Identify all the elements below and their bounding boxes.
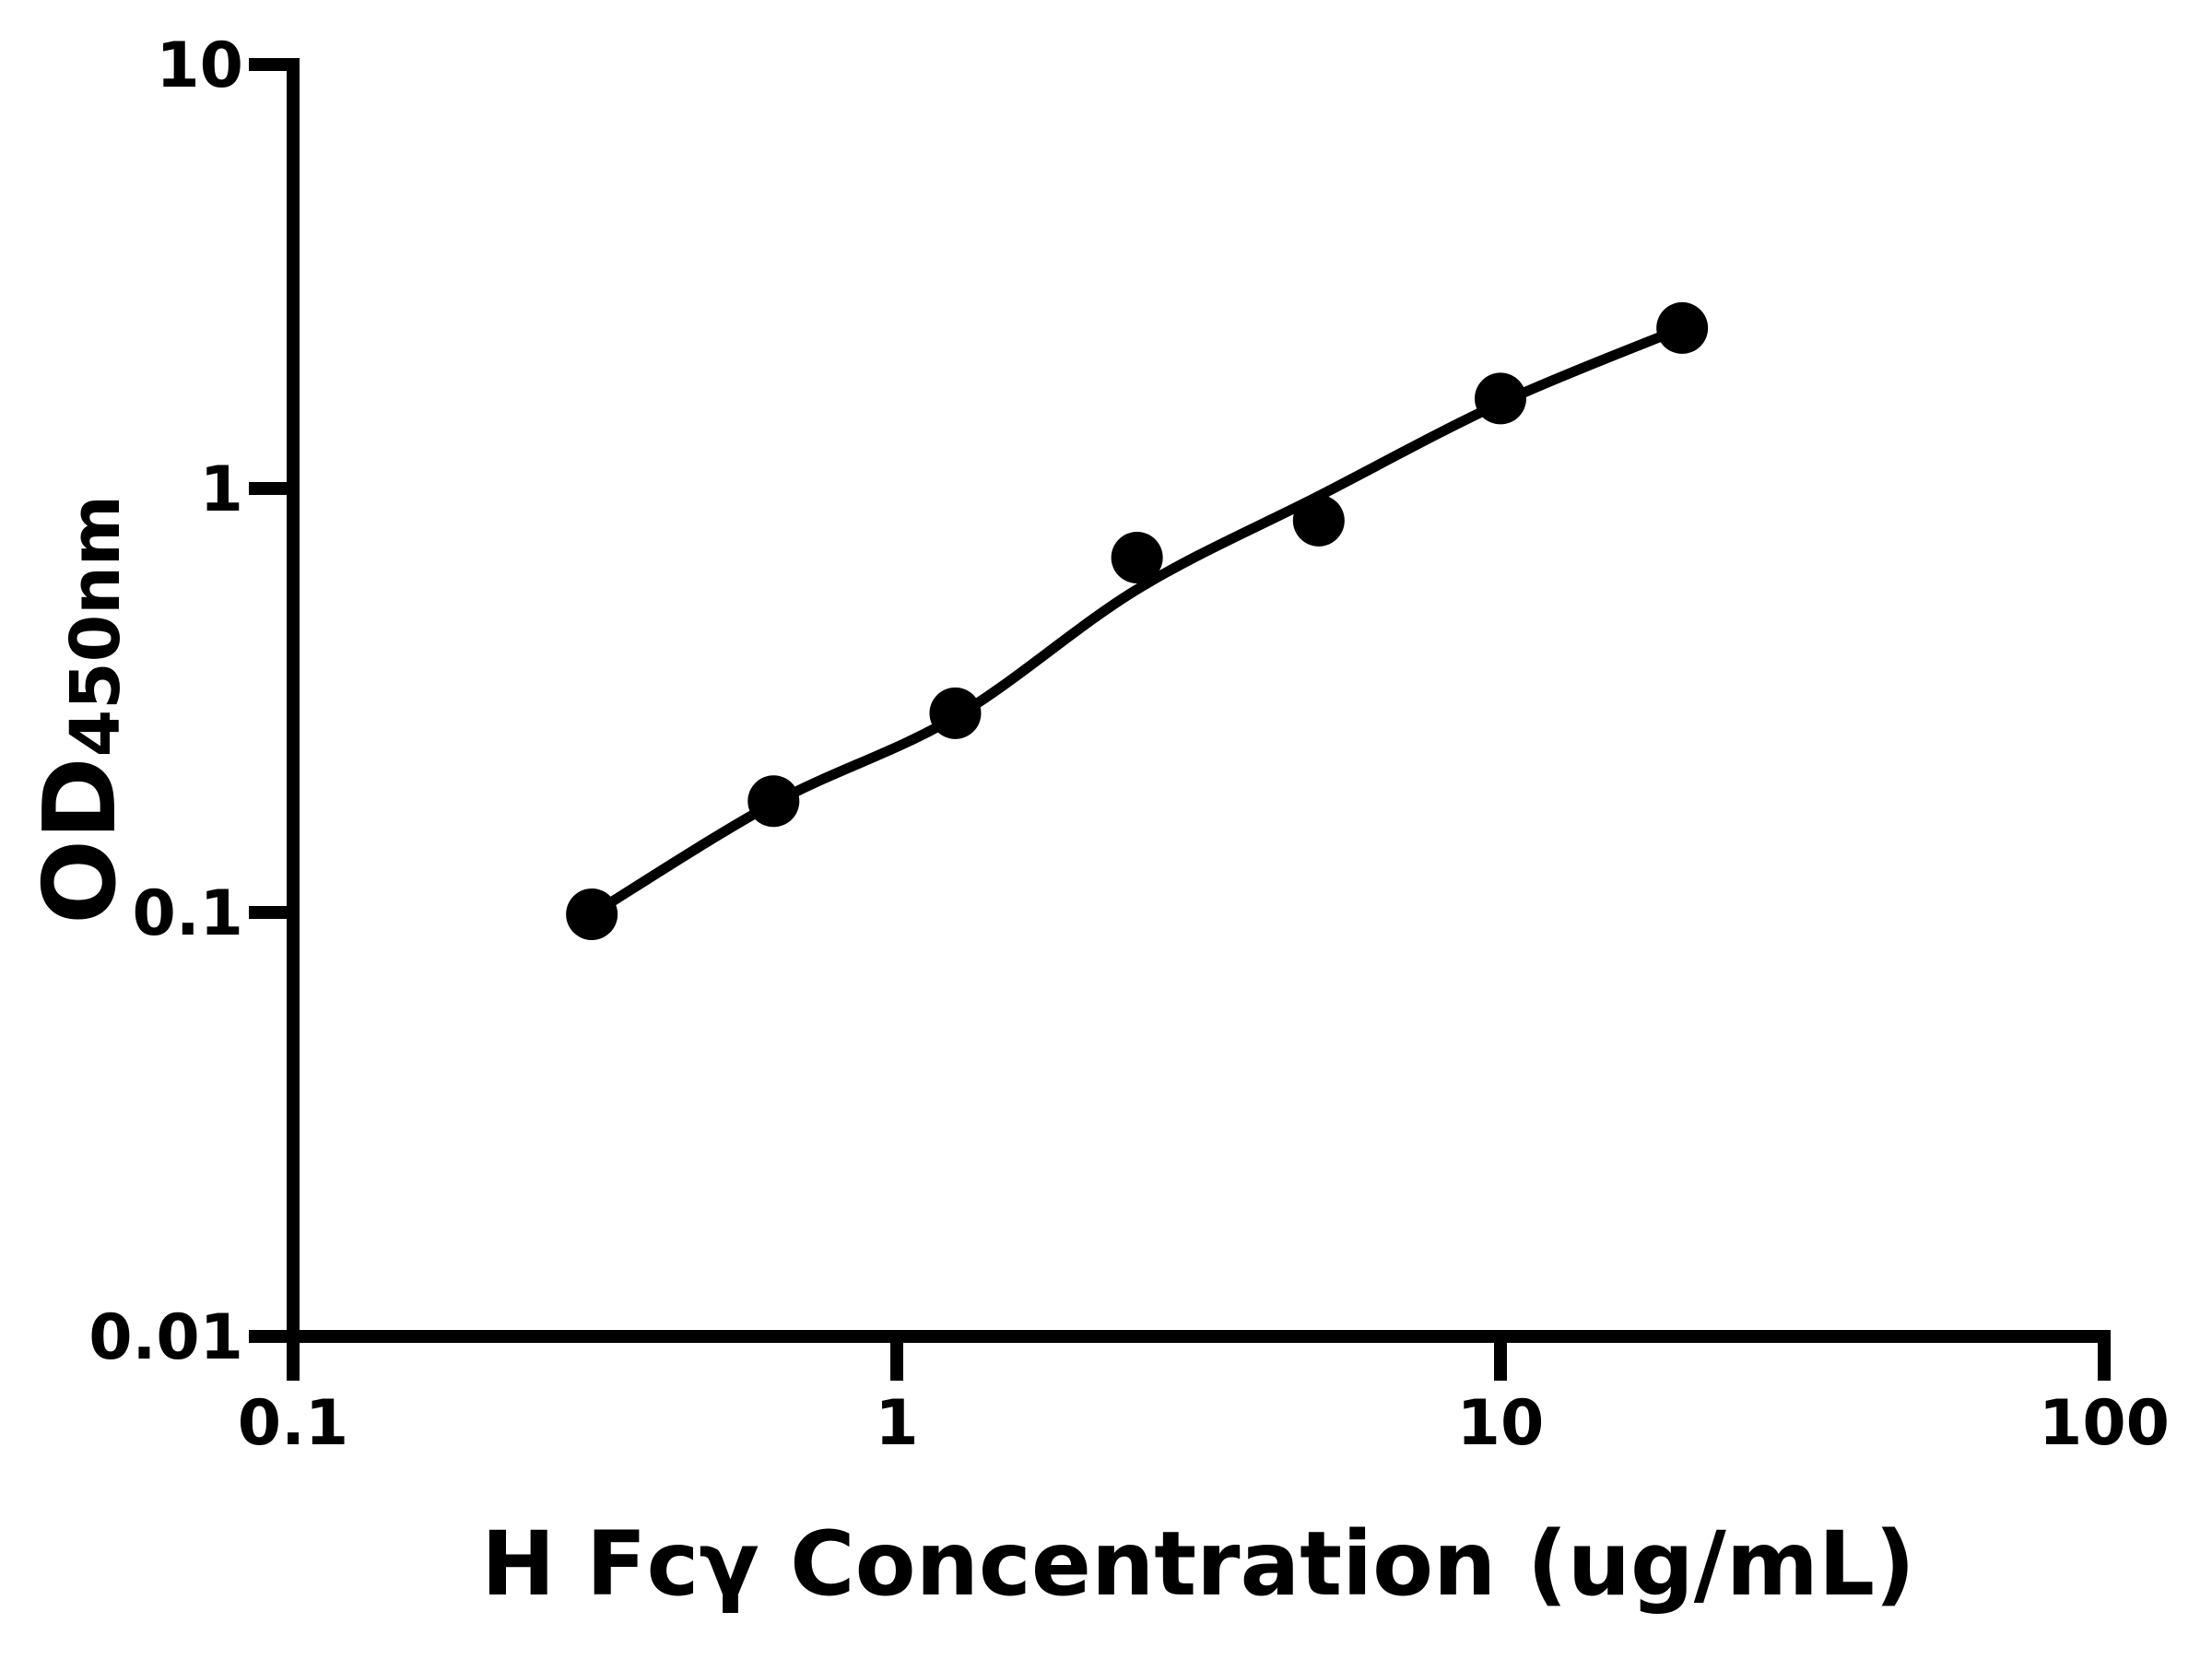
x-tick-label: 1 [875,1387,918,1460]
y-tick-label: 0.01 [88,1301,243,1374]
data-point [566,888,618,941]
data-point [929,687,982,739]
data-point [1111,531,1163,583]
y-axis-title-subscript: 450nm [56,495,135,758]
x-tick-label: 100 [2039,1387,2170,1460]
data-point [1656,301,1709,354]
x-tick-label: 0.1 [238,1387,348,1460]
data-point [1475,372,1526,425]
y-tick-label: 10 [156,29,243,102]
data-point [1292,494,1345,547]
y-axis-title-main: OD [23,757,138,924]
x-tick-label: 10 [1457,1387,1545,1460]
y-tick-label: 0.1 [133,877,243,950]
y-tick-label: 1 [200,453,243,526]
x-axis-title: H Fcγ Concentration (ug/mL) [481,1512,1915,1616]
axis-spines [287,58,2111,1343]
y-axis-title: OD450nm [23,495,138,924]
data-point [747,775,800,828]
